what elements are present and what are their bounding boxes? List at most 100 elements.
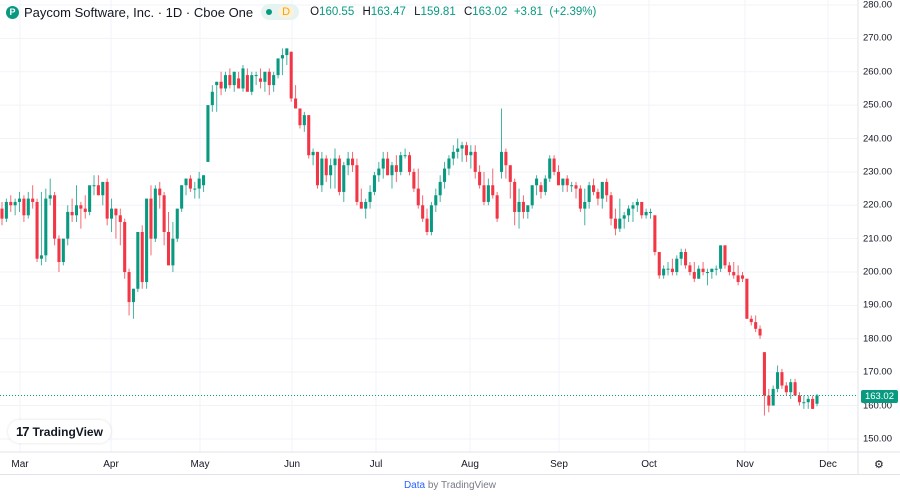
candle[interactable]: [736, 265, 740, 286]
candle[interactable]: [166, 211, 171, 266]
candle[interactable]: [39, 191, 43, 266]
candle[interactable]: [184, 178, 188, 196]
candle[interactable]: [57, 235, 61, 273]
candle[interactable]: [92, 175, 96, 196]
candle[interactable]: [460, 141, 464, 162]
candle[interactable]: [17, 191, 22, 212]
candle[interactable]: [206, 105, 210, 162]
settings-gear-icon[interactable]: ⚙: [874, 459, 884, 471]
candle[interactable]: [412, 168, 416, 192]
symbol-name[interactable]: Paycom Software, Inc.: [24, 4, 155, 20]
candle[interactable]: [587, 181, 591, 209]
candle[interactable]: [302, 111, 306, 132]
candle[interactable]: [780, 368, 784, 389]
candle[interactable]: [337, 155, 341, 196]
candle[interactable]: [74, 185, 79, 222]
candle[interactable]: [232, 71, 236, 92]
candle[interactable]: [333, 148, 337, 189]
candle[interactable]: [749, 315, 753, 326]
candle[interactable]: [789, 378, 793, 399]
data-link[interactable]: Data: [403, 480, 426, 491]
candle[interactable]: [578, 185, 582, 212]
candle[interactable]: [386, 151, 390, 176]
candle[interactable]: [793, 378, 797, 396]
candle[interactable]: [359, 188, 363, 209]
candle[interactable]: [346, 151, 350, 176]
candle[interactable]: [202, 175, 206, 192]
candle[interactable]: [618, 198, 622, 232]
candle[interactable]: [434, 188, 438, 212]
candle[interactable]: [329, 158, 333, 189]
candle[interactable]: [289, 51, 293, 102]
candle[interactable]: [548, 155, 552, 182]
candle[interactable]: [530, 185, 534, 209]
candle[interactable]: [158, 181, 162, 209]
candle[interactable]: [521, 195, 525, 219]
candle[interactable]: [364, 198, 368, 219]
candle[interactable]: [53, 191, 57, 246]
candle[interactable]: [754, 315, 758, 333]
candle[interactable]: [631, 201, 635, 222]
candle[interactable]: [180, 185, 184, 212]
candle[interactable]: [679, 248, 683, 266]
candle[interactable]: [197, 171, 201, 199]
candle[interactable]: [666, 262, 670, 276]
candle[interactable]: [276, 58, 280, 79]
candle[interactable]: [622, 211, 626, 229]
candle[interactable]: [162, 191, 166, 246]
candle[interactable]: [648, 208, 653, 219]
candle[interactable]: [61, 238, 65, 266]
candle[interactable]: [740, 272, 745, 283]
candle[interactable]: [526, 205, 530, 219]
market-status-pill[interactable]: D: [261, 4, 300, 20]
candle[interactable]: [670, 258, 674, 276]
candle[interactable]: [0, 201, 4, 226]
candle[interactable]: [31, 185, 35, 209]
candle[interactable]: [797, 392, 802, 406]
candle[interactable]: [456, 138, 460, 159]
candle[interactable]: [732, 262, 736, 279]
candle[interactable]: [473, 145, 477, 179]
candle[interactable]: [758, 325, 762, 339]
candle[interactable]: [710, 268, 714, 279]
candle[interactable]: [131, 288, 135, 319]
candle[interactable]: [298, 108, 302, 129]
candle[interactable]: [223, 71, 228, 92]
candle[interactable]: [776, 365, 780, 393]
candle[interactable]: [451, 145, 455, 166]
candle[interactable]: [399, 151, 403, 176]
candle[interactable]: [228, 68, 232, 89]
candle[interactable]: [79, 201, 83, 229]
candle[interactable]: [697, 265, 701, 279]
candle[interactable]: [719, 245, 723, 273]
candle[interactable]: [4, 198, 8, 222]
candle[interactable]: [307, 115, 311, 159]
candle[interactable]: [688, 262, 692, 276]
candle[interactable]: [237, 71, 241, 89]
candle[interactable]: [215, 81, 219, 112]
candle[interactable]: [280, 48, 284, 76]
candle[interactable]: [377, 161, 381, 182]
candle[interactable]: [285, 48, 289, 66]
candle[interactable]: [70, 198, 74, 222]
candle[interactable]: [438, 175, 442, 202]
candle[interactable]: [267, 68, 271, 96]
candle[interactable]: [767, 388, 771, 413]
candle[interactable]: [657, 252, 661, 279]
candle[interactable]: [591, 178, 596, 196]
candle[interactable]: [407, 151, 412, 176]
candle[interactable]: [815, 393, 819, 407]
candle[interactable]: [13, 198, 17, 216]
candle[interactable]: [504, 148, 508, 179]
candle[interactable]: [574, 181, 578, 199]
candle[interactable]: [245, 68, 249, 92]
candle[interactable]: [110, 198, 114, 232]
candle[interactable]: [171, 221, 175, 273]
candle[interactable]: [771, 385, 775, 406]
candle[interactable]: [390, 161, 394, 189]
candle[interactable]: [114, 208, 118, 239]
candle[interactable]: [701, 262, 705, 276]
interval[interactable]: 1D: [165, 4, 183, 20]
candle[interactable]: [727, 262, 731, 276]
